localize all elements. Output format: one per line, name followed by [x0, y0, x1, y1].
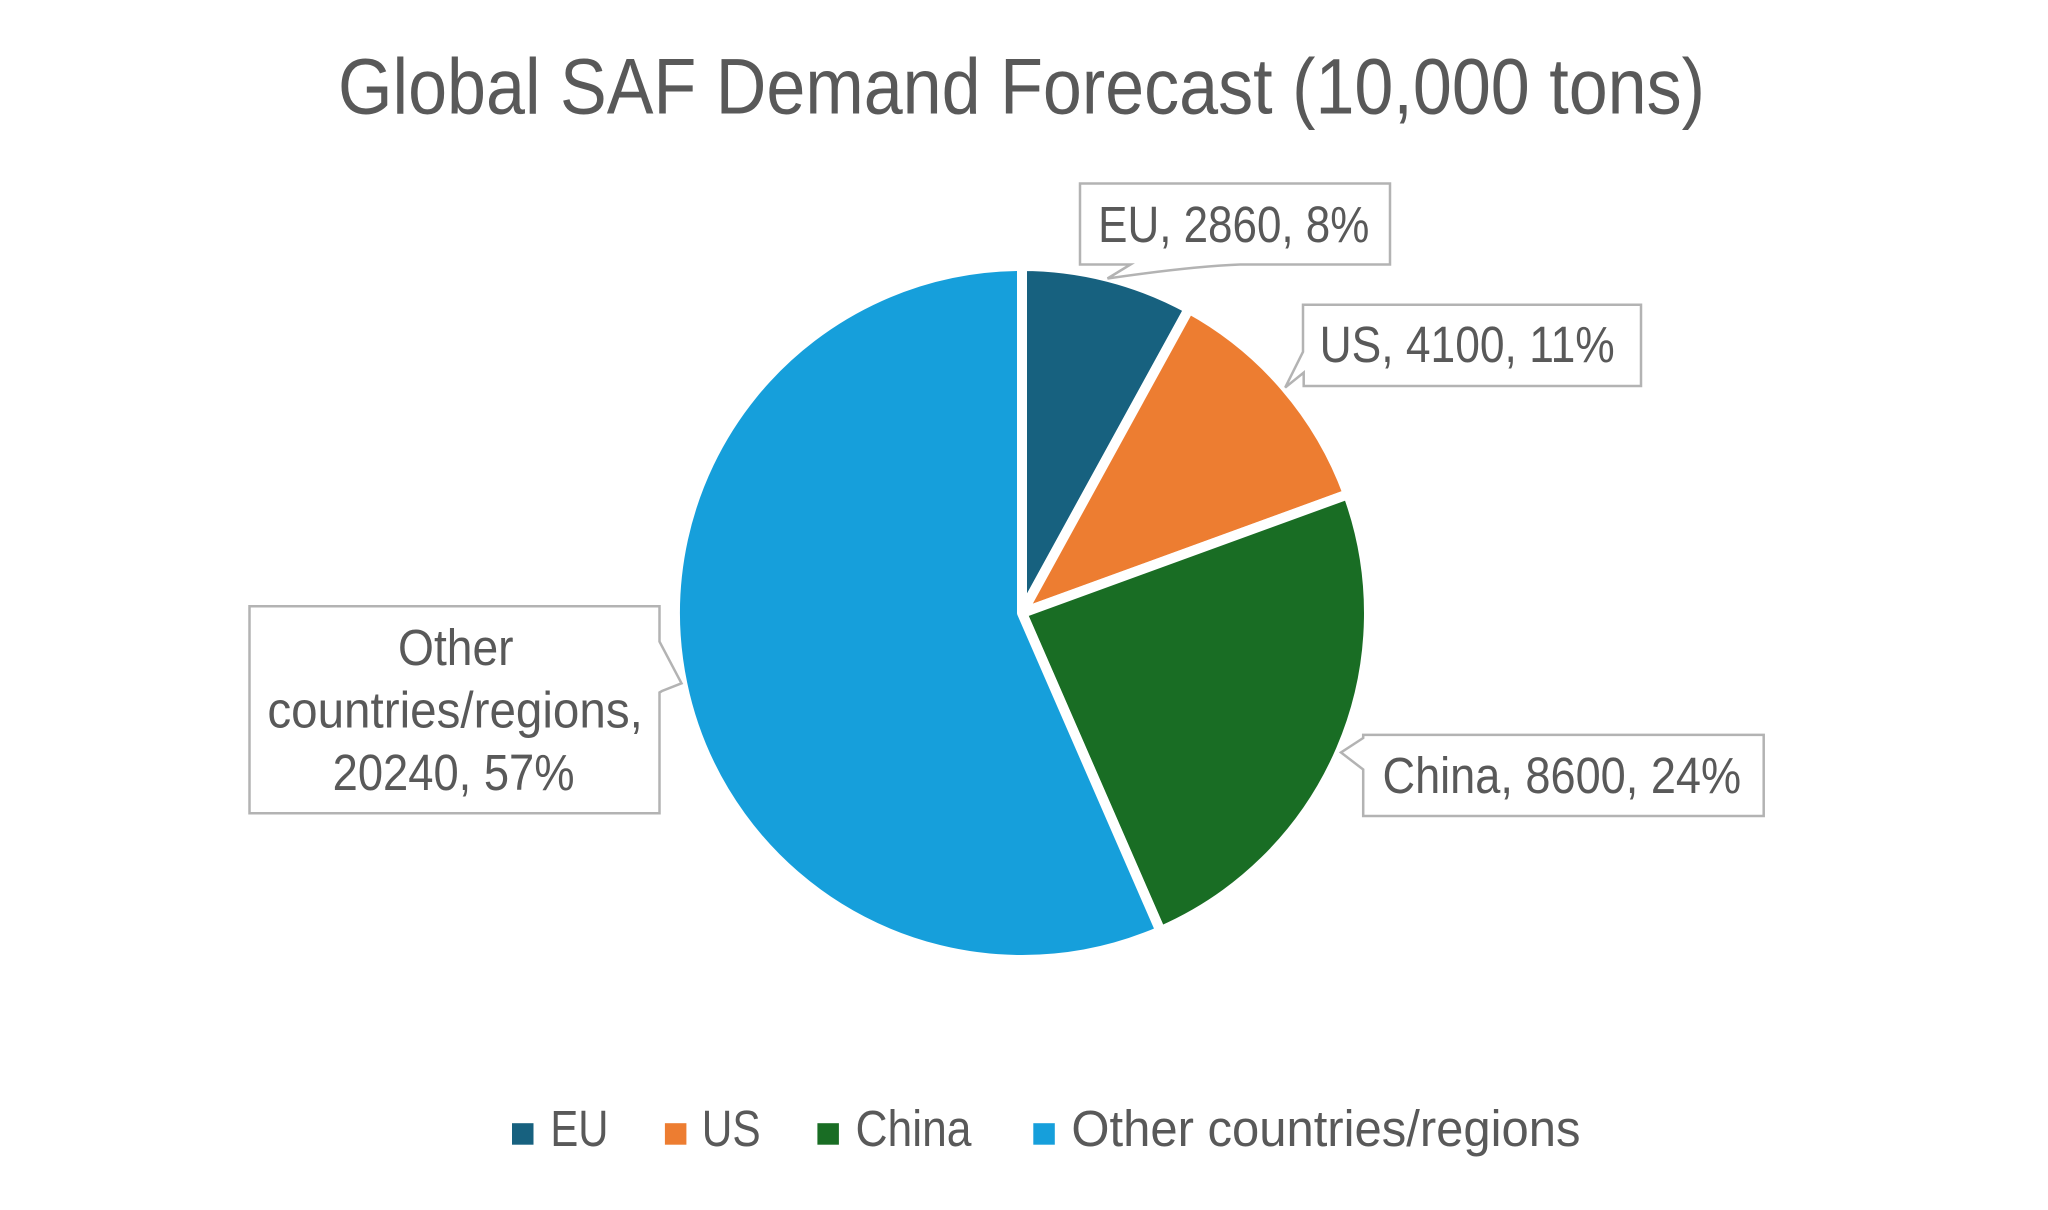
- svg-text:20240, 57%: 20240, 57%: [333, 744, 575, 801]
- svg-text:EU: EU: [550, 1100, 608, 1157]
- svg-text:China, 8600, 24%: China, 8600, 24%: [1383, 747, 1742, 804]
- svg-text:Global SAF Demand Forecast (10: Global SAF Demand Forecast (10,000 tons): [338, 42, 1705, 131]
- svg-text:China: China: [856, 1100, 973, 1157]
- svg-text:US, 4100, 11%: US, 4100, 11%: [1320, 316, 1615, 373]
- svg-text:US: US: [702, 1100, 761, 1157]
- svg-text:countries/regions,: countries/regions,: [267, 682, 643, 739]
- svg-text:Other: Other: [398, 619, 514, 676]
- svg-text:Other countries/regions: Other countries/regions: [1071, 1100, 1580, 1157]
- svg-text:EU, 2860, 8%: EU, 2860, 8%: [1098, 196, 1369, 253]
